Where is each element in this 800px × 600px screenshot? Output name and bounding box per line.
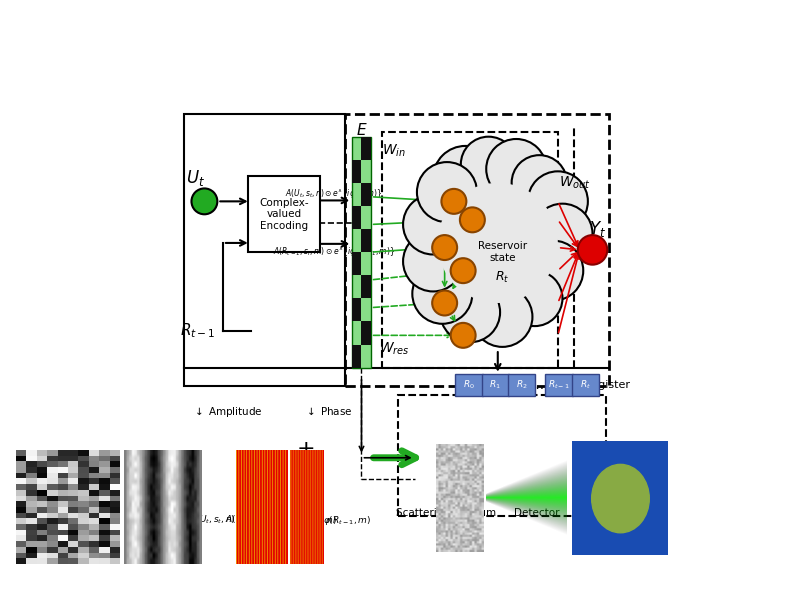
Text: $R_{t-1}$: $R_{t-1}$ — [180, 322, 215, 340]
Circle shape — [438, 183, 558, 303]
Circle shape — [592, 464, 650, 533]
Bar — [352, 344, 362, 368]
Circle shape — [528, 172, 588, 232]
Circle shape — [432, 290, 457, 316]
Text: $R_t$: $R_t$ — [580, 379, 591, 391]
Circle shape — [440, 282, 500, 342]
Text: $R_t$: $R_t$ — [495, 270, 510, 285]
Circle shape — [403, 194, 463, 254]
Circle shape — [417, 162, 477, 222]
Text: $R_1$: $R_1$ — [490, 379, 501, 391]
Circle shape — [578, 235, 607, 265]
Text: Scattering medium: Scattering medium — [396, 508, 496, 518]
FancyBboxPatch shape — [352, 137, 370, 368]
Text: $Y_t$: $Y_t$ — [589, 219, 606, 239]
Circle shape — [433, 146, 498, 211]
FancyBboxPatch shape — [572, 374, 599, 397]
Circle shape — [486, 139, 546, 199]
Text: $R_2$: $R_2$ — [516, 379, 527, 391]
Circle shape — [191, 188, 218, 214]
Circle shape — [533, 203, 593, 264]
Text: $\downarrow$ Phase: $\downarrow$ Phase — [303, 406, 352, 417]
Text: $R_{t-1}$: $R_{t-1}$ — [548, 379, 570, 391]
Text: $R_0$: $R_0$ — [463, 379, 475, 391]
Bar — [362, 137, 370, 160]
Text: Detector: Detector — [514, 508, 560, 518]
Bar — [352, 298, 362, 322]
Circle shape — [460, 208, 485, 232]
Circle shape — [412, 264, 472, 324]
Text: $U_t$: $U_t$ — [186, 168, 205, 188]
Circle shape — [403, 232, 463, 292]
Text: +: + — [297, 439, 315, 458]
Circle shape — [523, 241, 583, 301]
Bar — [362, 183, 370, 206]
Bar — [352, 206, 362, 229]
Text: $E$: $E$ — [356, 122, 367, 138]
Circle shape — [512, 155, 567, 211]
Text: $W_{out}$: $W_{out}$ — [559, 175, 591, 191]
Bar — [352, 160, 362, 183]
Circle shape — [472, 287, 533, 347]
Bar — [362, 322, 370, 344]
Circle shape — [450, 258, 476, 283]
Text: $\varphi(U_t,n)$: $\varphi(U_t,n)$ — [303, 514, 337, 527]
Circle shape — [450, 323, 476, 348]
Circle shape — [507, 271, 562, 326]
Text: $\varphi(R_{t-1},m)$: $\varphi(R_{t-1},m)$ — [323, 514, 372, 527]
Circle shape — [432, 235, 457, 260]
Text: $A(R_{t-1},s_r,m)$: $A(R_{t-1},s_r,m)$ — [225, 514, 286, 526]
FancyBboxPatch shape — [546, 374, 573, 397]
Bar — [352, 252, 362, 275]
Text: Reservoir
state: Reservoir state — [478, 241, 527, 263]
Text: $A(U_t,s_t,n)\odot e^{\wedge}\{i\varphi(U_t,n)\}$: $A(U_t,s_t,n)\odot e^{\wedge}\{i\varphi(… — [285, 187, 382, 200]
Text: Complex-
valued
Encoding: Complex- valued Encoding — [259, 197, 309, 231]
FancyBboxPatch shape — [455, 374, 482, 397]
Text: $A(R_{t-1},s_r,m)\odot e^{\wedge}\{i\varphi(R_{t-1},m)\}$: $A(R_{t-1},s_r,m)\odot e^{\wedge}\{i\var… — [273, 245, 395, 258]
Text: Register: Register — [585, 380, 630, 390]
Text: $\downarrow$ Amplitude: $\downarrow$ Amplitude — [192, 404, 263, 419]
Bar — [362, 275, 370, 298]
Circle shape — [461, 137, 516, 192]
Bar — [362, 229, 370, 252]
Text: $W_{res}$: $W_{res}$ — [378, 341, 409, 358]
FancyBboxPatch shape — [248, 176, 320, 252]
FancyBboxPatch shape — [482, 374, 509, 397]
Text: ...: ... — [532, 378, 545, 392]
Circle shape — [442, 189, 466, 214]
FancyBboxPatch shape — [508, 374, 535, 397]
Text: $A(U_t,s_t,n)$: $A(U_t,s_t,n)$ — [189, 514, 235, 526]
Text: $W_{in}$: $W_{in}$ — [382, 142, 406, 159]
